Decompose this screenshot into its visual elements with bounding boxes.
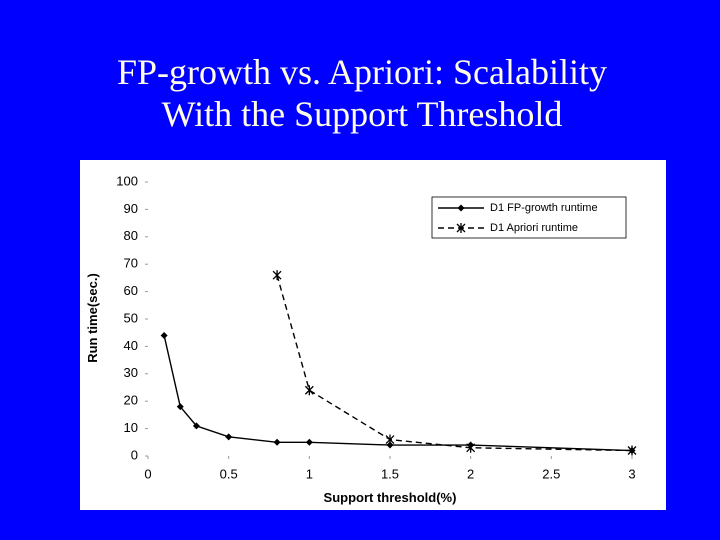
y-tick-label: 80 (124, 228, 138, 243)
legend-marker (457, 204, 465, 212)
x-tick-label: 2 (467, 466, 474, 481)
point (466, 442, 476, 453)
point (273, 438, 281, 446)
x-tick-label: 0.5 (220, 466, 238, 481)
y-tick-label: 40 (124, 338, 138, 353)
point (225, 433, 233, 441)
legend-label: D1 Apriori runtime (490, 222, 578, 234)
point (176, 403, 184, 411)
x-tick-label: 1.5 (381, 466, 399, 481)
point (627, 445, 637, 456)
point (160, 331, 168, 339)
slide-title: FP-growth vs. Apriori: Scalability With t… (117, 52, 607, 134)
y-tick-label: 0 (131, 447, 138, 462)
y-axis-label: Run time(sec.) (85, 273, 100, 363)
y-tick-label: 10 (124, 420, 138, 435)
y-tick-label: 30 (124, 365, 138, 380)
y-tick-label: 90 (124, 201, 138, 216)
legend-label: D1 FP-growth runtime (490, 202, 598, 214)
y-tick-label: 100 (116, 173, 138, 188)
point (192, 422, 200, 430)
x-tick-label: 3 (628, 466, 635, 481)
y-tick-label: 70 (124, 256, 138, 271)
legend-marker (456, 223, 466, 233)
x-tick-label: 1 (306, 466, 313, 481)
y-tick-label: 60 (124, 283, 138, 298)
point (305, 438, 313, 446)
x-axis-label: Support threshold(%) (324, 490, 457, 505)
point (272, 270, 282, 281)
point (385, 434, 395, 445)
y-tick-label: 20 (124, 393, 138, 408)
point (304, 385, 314, 396)
x-tick-label: 0 (144, 466, 151, 481)
y-tick-label: 50 (124, 310, 138, 325)
x-tick-label: 2.5 (542, 466, 560, 481)
point (386, 441, 394, 449)
